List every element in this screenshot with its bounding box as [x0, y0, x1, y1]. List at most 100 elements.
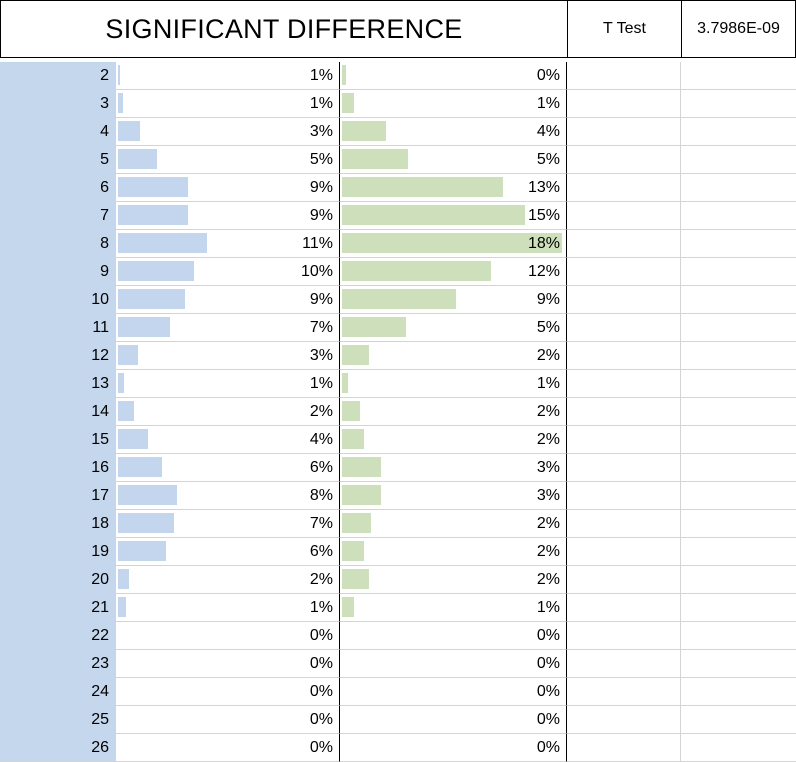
title-cell[interactable]: SIGNIFICANT DIFFERENCE — [0, 0, 567, 58]
empty-cell[interactable] — [681, 286, 796, 314]
series-b-cell[interactable]: 0% — [340, 650, 567, 678]
empty-cell[interactable] — [567, 118, 681, 146]
series-a-cell[interactable]: 6% — [116, 538, 340, 566]
empty-cell[interactable] — [681, 258, 796, 286]
empty-cell[interactable] — [681, 706, 796, 734]
series-a-cell[interactable]: 2% — [116, 398, 340, 426]
series-b-cell[interactable]: 1% — [340, 90, 567, 118]
empty-cell[interactable] — [681, 650, 796, 678]
series-a-cell[interactable]: 4% — [116, 426, 340, 454]
series-b-cell[interactable]: 2% — [340, 566, 567, 594]
row-number-cell[interactable]: 2 — [0, 62, 116, 90]
series-a-cell[interactable]: 3% — [116, 342, 340, 370]
empty-cell[interactable] — [567, 202, 681, 230]
empty-cell[interactable] — [681, 146, 796, 174]
series-b-cell[interactable]: 18% — [340, 230, 567, 258]
t-test-value-cell[interactable]: 3.7986E-09 — [681, 0, 796, 58]
row-number-cell[interactable]: 14 — [0, 398, 116, 426]
empty-cell[interactable] — [681, 426, 796, 454]
series-b-cell[interactable]: 2% — [340, 510, 567, 538]
row-number-cell[interactable]: 19 — [0, 538, 116, 566]
series-b-cell[interactable]: 3% — [340, 454, 567, 482]
empty-cell[interactable] — [567, 566, 681, 594]
row-number-cell[interactable]: 24 — [0, 678, 116, 706]
series-b-cell[interactable]: 1% — [340, 370, 567, 398]
series-b-cell[interactable]: 9% — [340, 286, 567, 314]
series-a-cell[interactable]: 8% — [116, 482, 340, 510]
empty-cell[interactable] — [567, 454, 681, 482]
row-number-cell[interactable]: 13 — [0, 370, 116, 398]
series-a-cell[interactable]: 10% — [116, 258, 340, 286]
row-number-cell[interactable]: 17 — [0, 482, 116, 510]
empty-cell[interactable] — [681, 62, 796, 90]
series-a-cell[interactable]: 0% — [116, 622, 340, 650]
row-number-cell[interactable]: 5 — [0, 146, 116, 174]
series-b-cell[interactable]: 0% — [340, 622, 567, 650]
series-a-cell[interactable]: 7% — [116, 510, 340, 538]
row-number-cell[interactable]: 21 — [0, 594, 116, 622]
series-b-cell[interactable]: 2% — [340, 342, 567, 370]
series-b-cell[interactable]: 0% — [340, 706, 567, 734]
empty-cell[interactable] — [681, 370, 796, 398]
series-b-cell[interactable]: 2% — [340, 426, 567, 454]
series-b-cell[interactable]: 0% — [340, 734, 567, 762]
empty-cell[interactable] — [681, 622, 796, 650]
series-a-cell[interactable]: 1% — [116, 370, 340, 398]
empty-cell[interactable] — [681, 594, 796, 622]
empty-cell[interactable] — [567, 650, 681, 678]
series-a-cell[interactable]: 1% — [116, 62, 340, 90]
series-b-cell[interactable]: 15% — [340, 202, 567, 230]
series-b-cell[interactable]: 5% — [340, 314, 567, 342]
row-number-cell[interactable]: 6 — [0, 174, 116, 202]
empty-cell[interactable] — [681, 454, 796, 482]
row-number-cell[interactable]: 20 — [0, 566, 116, 594]
row-number-cell[interactable]: 16 — [0, 454, 116, 482]
t-test-label-cell[interactable]: T Test — [567, 0, 681, 58]
series-b-cell[interactable]: 2% — [340, 538, 567, 566]
empty-cell[interactable] — [681, 566, 796, 594]
series-a-cell[interactable]: 9% — [116, 202, 340, 230]
empty-cell[interactable] — [567, 314, 681, 342]
empty-cell[interactable] — [567, 286, 681, 314]
empty-cell[interactable] — [567, 734, 681, 762]
series-a-cell[interactable]: 3% — [116, 118, 340, 146]
row-number-cell[interactable]: 15 — [0, 426, 116, 454]
row-number-cell[interactable]: 7 — [0, 202, 116, 230]
series-a-cell[interactable]: 2% — [116, 566, 340, 594]
series-a-cell[interactable]: 6% — [116, 454, 340, 482]
row-number-cell[interactable]: 4 — [0, 118, 116, 146]
empty-cell[interactable] — [567, 62, 681, 90]
empty-cell[interactable] — [681, 314, 796, 342]
series-b-cell[interactable]: 2% — [340, 398, 567, 426]
empty-cell[interactable] — [567, 398, 681, 426]
row-number-cell[interactable]: 22 — [0, 622, 116, 650]
empty-cell[interactable] — [681, 510, 796, 538]
series-b-cell[interactable]: 4% — [340, 118, 567, 146]
empty-cell[interactable] — [567, 342, 681, 370]
empty-cell[interactable] — [567, 230, 681, 258]
empty-cell[interactable] — [567, 146, 681, 174]
row-number-cell[interactable]: 8 — [0, 230, 116, 258]
empty-cell[interactable] — [567, 90, 681, 118]
series-a-cell[interactable]: 7% — [116, 314, 340, 342]
series-a-cell[interactable]: 0% — [116, 678, 340, 706]
empty-cell[interactable] — [567, 538, 681, 566]
empty-cell[interactable] — [681, 398, 796, 426]
empty-cell[interactable] — [567, 622, 681, 650]
empty-cell[interactable] — [567, 258, 681, 286]
series-a-cell[interactable]: 5% — [116, 146, 340, 174]
row-number-cell[interactable]: 23 — [0, 650, 116, 678]
series-b-cell[interactable]: 5% — [340, 146, 567, 174]
series-b-cell[interactable]: 0% — [340, 678, 567, 706]
empty-cell[interactable] — [681, 342, 796, 370]
empty-cell[interactable] — [681, 482, 796, 510]
empty-cell[interactable] — [567, 594, 681, 622]
series-a-cell[interactable]: 9% — [116, 174, 340, 202]
empty-cell[interactable] — [567, 482, 681, 510]
empty-cell[interactable] — [681, 678, 796, 706]
series-a-cell[interactable]: 0% — [116, 706, 340, 734]
row-number-cell[interactable]: 18 — [0, 510, 116, 538]
empty-cell[interactable] — [567, 678, 681, 706]
row-number-cell[interactable]: 25 — [0, 706, 116, 734]
row-number-cell[interactable]: 3 — [0, 90, 116, 118]
